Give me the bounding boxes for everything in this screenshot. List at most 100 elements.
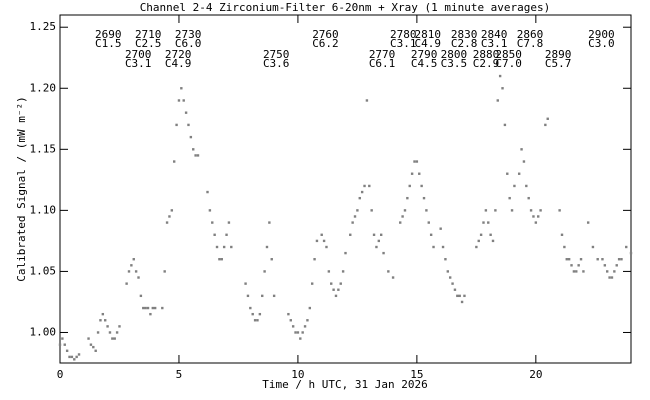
flare-class: C7.8 bbox=[517, 37, 544, 50]
flare-number: 2900 bbox=[588, 28, 615, 41]
data-point bbox=[63, 343, 66, 346]
data-point bbox=[75, 355, 78, 359]
data-point bbox=[349, 233, 352, 236]
data-point bbox=[446, 270, 450, 273]
data-point bbox=[513, 184, 516, 188]
data-point bbox=[508, 196, 511, 200]
y-tick-label: 1.25 bbox=[30, 20, 57, 33]
data-point bbox=[296, 331, 300, 334]
data-point bbox=[537, 215, 540, 218]
data-point bbox=[425, 209, 428, 212]
data-point bbox=[339, 282, 342, 285]
data-point bbox=[101, 312, 105, 316]
flare-class: C4.9 bbox=[165, 57, 192, 70]
data-point bbox=[491, 239, 495, 243]
data-point bbox=[308, 306, 312, 310]
data-point bbox=[415, 160, 419, 163]
flare-number: 2830 bbox=[451, 28, 478, 41]
data-point bbox=[106, 325, 109, 328]
data-point bbox=[401, 215, 404, 218]
data-point bbox=[161, 306, 164, 310]
data-point bbox=[391, 276, 395, 279]
y-axis-label: Calibrated Signal / (mW m⁻²) bbox=[15, 96, 28, 281]
data-point bbox=[527, 196, 530, 200]
data-point bbox=[525, 184, 528, 188]
data-point bbox=[591, 245, 595, 249]
data-point bbox=[334, 294, 338, 298]
data-point bbox=[387, 270, 390, 273]
data-point bbox=[208, 209, 212, 212]
data-point bbox=[365, 99, 369, 102]
data-point bbox=[253, 319, 257, 322]
data-point bbox=[77, 353, 81, 356]
flare-class: C6.0 bbox=[175, 37, 202, 50]
data-point bbox=[429, 233, 433, 236]
data-point bbox=[115, 331, 119, 334]
x-tick-label: 20 bbox=[529, 368, 542, 381]
data-point bbox=[89, 343, 93, 346]
data-point bbox=[456, 294, 459, 298]
data-point bbox=[289, 319, 292, 322]
data-point bbox=[615, 264, 618, 267]
data-point bbox=[332, 288, 335, 291]
flare-number: 2690 bbox=[95, 28, 122, 41]
flare-number: 2760 bbox=[312, 28, 339, 41]
data-point bbox=[420, 184, 423, 188]
data-point bbox=[596, 258, 599, 261]
data-point bbox=[184, 111, 188, 114]
data-point bbox=[263, 270, 266, 273]
data-point bbox=[608, 276, 611, 279]
data-point bbox=[272, 294, 276, 298]
data-point bbox=[344, 251, 347, 255]
data-point bbox=[358, 196, 361, 200]
data-point bbox=[137, 276, 140, 279]
data-point bbox=[165, 221, 169, 224]
data-point bbox=[299, 337, 302, 340]
data-point bbox=[444, 258, 447, 261]
data-point bbox=[601, 258, 604, 261]
data-point bbox=[182, 99, 185, 102]
data-point bbox=[603, 264, 607, 267]
data-point bbox=[327, 270, 331, 273]
y-tick-label: 1.15 bbox=[30, 142, 57, 155]
data-point bbox=[168, 215, 171, 218]
x-tick-label: 15 bbox=[410, 368, 423, 381]
data-point bbox=[558, 209, 561, 212]
data-point bbox=[517, 172, 521, 175]
x-tick-label: 0 bbox=[57, 368, 64, 381]
flare-class: C3.1 bbox=[481, 37, 508, 50]
data-point bbox=[370, 209, 373, 212]
data-point bbox=[96, 331, 100, 334]
data-point bbox=[213, 233, 216, 236]
data-point bbox=[270, 258, 273, 261]
data-point bbox=[353, 215, 357, 218]
data-point bbox=[206, 190, 209, 194]
flare-number: 2790 bbox=[411, 48, 438, 61]
data-point bbox=[139, 294, 143, 298]
data-point bbox=[629, 251, 633, 255]
data-point bbox=[65, 349, 69, 352]
data-point bbox=[322, 239, 326, 243]
data-point bbox=[306, 319, 309, 322]
data-point bbox=[163, 270, 166, 273]
data-point bbox=[215, 245, 219, 249]
flare-class: C6.2 bbox=[312, 37, 339, 50]
flare-number: 2770 bbox=[369, 48, 396, 61]
data-point bbox=[291, 325, 295, 328]
data-point bbox=[265, 245, 269, 249]
data-point bbox=[498, 74, 502, 78]
data-point bbox=[218, 258, 221, 261]
data-point bbox=[477, 239, 480, 243]
data-point bbox=[613, 270, 616, 273]
data-point bbox=[529, 209, 533, 212]
data-point bbox=[482, 221, 485, 224]
data-point bbox=[565, 258, 568, 261]
data-point bbox=[534, 221, 538, 224]
flare-class: C4.5 bbox=[411, 57, 438, 70]
data-point bbox=[544, 123, 547, 127]
data-point bbox=[341, 270, 345, 273]
data-point bbox=[439, 227, 442, 230]
data-point bbox=[501, 87, 504, 90]
data-point bbox=[503, 123, 507, 127]
data-point bbox=[94, 349, 97, 352]
